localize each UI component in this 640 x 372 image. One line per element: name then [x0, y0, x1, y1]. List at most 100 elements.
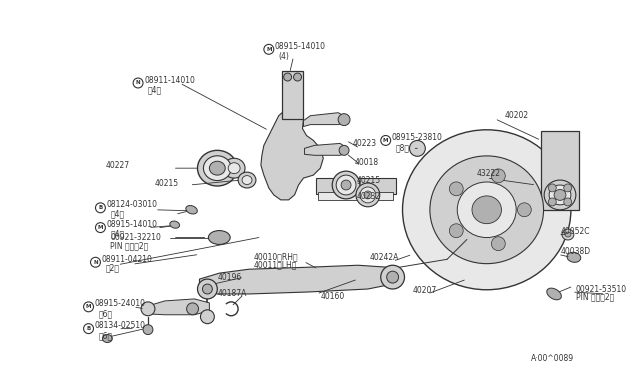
Ellipse shape [170, 221, 180, 228]
Text: 40202: 40202 [504, 111, 529, 120]
Text: 40187A: 40187A [218, 289, 246, 298]
Circle shape [264, 44, 274, 54]
Ellipse shape [554, 189, 566, 201]
Circle shape [294, 73, 301, 81]
Text: 40242A: 40242A [370, 253, 399, 262]
Circle shape [381, 265, 404, 289]
Text: M: M [98, 225, 103, 230]
Bar [282, 71, 303, 119]
Text: 08124-03010: 08124-03010 [106, 200, 157, 209]
Circle shape [284, 73, 292, 81]
Text: （6）: （6） [99, 309, 113, 318]
Ellipse shape [209, 161, 225, 175]
Text: 08915-14010: 08915-14010 [275, 42, 326, 51]
Text: M: M [86, 304, 92, 310]
Circle shape [338, 114, 350, 126]
Ellipse shape [403, 130, 571, 290]
Circle shape [410, 141, 426, 156]
Circle shape [90, 257, 100, 267]
Circle shape [449, 182, 463, 196]
Text: N: N [136, 80, 140, 86]
Bar [318, 192, 392, 200]
Ellipse shape [332, 171, 360, 199]
Ellipse shape [364, 191, 372, 199]
Text: 40010（RH）: 40010（RH） [254, 253, 299, 262]
Circle shape [202, 284, 212, 294]
Circle shape [517, 203, 531, 217]
Ellipse shape [102, 334, 113, 343]
Ellipse shape [186, 205, 197, 214]
Circle shape [387, 271, 399, 283]
Ellipse shape [204, 156, 231, 180]
Circle shape [187, 303, 198, 315]
Ellipse shape [457, 182, 516, 238]
Text: 00921-53510: 00921-53510 [576, 285, 627, 294]
Text: (4): (4) [278, 52, 289, 61]
Text: （4）: （4） [110, 209, 124, 218]
Text: M: M [266, 47, 271, 52]
Circle shape [95, 223, 106, 232]
Circle shape [564, 198, 572, 206]
Ellipse shape [472, 196, 502, 224]
Text: （2）: （2） [106, 264, 120, 273]
Text: 00921-32210: 00921-32210 [110, 233, 161, 242]
Circle shape [564, 184, 572, 192]
Circle shape [95, 203, 106, 213]
Ellipse shape [198, 150, 237, 186]
Text: 08911-14010: 08911-14010 [144, 76, 195, 84]
Ellipse shape [238, 172, 256, 188]
Text: 40052C: 40052C [561, 227, 591, 236]
Text: （8）: （8） [396, 143, 410, 152]
Polygon shape [303, 113, 346, 126]
Ellipse shape [549, 185, 571, 205]
Text: PIN ピン（2）: PIN ピン（2） [576, 292, 614, 301]
Ellipse shape [562, 229, 574, 240]
Text: 40227: 40227 [106, 161, 129, 170]
Text: 40223: 40223 [353, 139, 377, 148]
Circle shape [200, 310, 214, 324]
Circle shape [141, 302, 155, 316]
Text: 08915-24010: 08915-24010 [95, 299, 145, 308]
Text: 40215: 40215 [155, 179, 179, 187]
Circle shape [84, 302, 93, 312]
Text: N: N [93, 260, 98, 265]
Circle shape [339, 145, 349, 155]
Ellipse shape [360, 187, 376, 203]
Ellipse shape [547, 288, 561, 300]
Ellipse shape [228, 163, 240, 174]
Text: B: B [99, 205, 102, 210]
Circle shape [548, 198, 556, 206]
Text: PIN ピン（2）: PIN ピン（2） [110, 241, 148, 250]
Circle shape [84, 324, 93, 334]
Text: M: M [383, 138, 388, 143]
Circle shape [381, 135, 390, 145]
Wedge shape [224, 305, 231, 312]
Polygon shape [305, 144, 346, 155]
Text: 40215: 40215 [357, 176, 381, 185]
Text: 40038D: 40038D [561, 247, 591, 256]
Text: 08911-04210: 08911-04210 [101, 255, 152, 264]
Text: 40018: 40018 [355, 158, 379, 167]
Text: 40196: 40196 [218, 273, 241, 282]
Text: 40207: 40207 [412, 286, 436, 295]
Ellipse shape [336, 175, 356, 195]
Bar [316, 178, 396, 194]
Ellipse shape [430, 156, 543, 264]
Circle shape [143, 325, 153, 334]
Circle shape [133, 78, 143, 88]
Ellipse shape [544, 180, 576, 210]
Polygon shape [261, 106, 323, 200]
Text: 40160: 40160 [320, 292, 344, 301]
Circle shape [449, 224, 463, 238]
Text: （4）: （4） [110, 229, 124, 238]
Text: 40011（LH）: 40011（LH） [254, 261, 298, 270]
Text: A·00^0089: A·00^0089 [531, 354, 575, 363]
Text: 08915-14010: 08915-14010 [106, 220, 157, 229]
Ellipse shape [223, 158, 245, 178]
Ellipse shape [567, 252, 580, 262]
Text: （4）: （4） [148, 86, 162, 94]
Ellipse shape [209, 231, 230, 244]
Text: 43222: 43222 [477, 169, 501, 177]
Bar [541, 131, 579, 210]
Ellipse shape [242, 176, 252, 185]
